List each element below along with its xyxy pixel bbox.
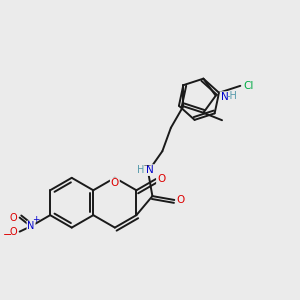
Text: Cl: Cl: [243, 81, 254, 91]
Text: -H: -H: [226, 91, 237, 101]
Text: −: −: [3, 230, 12, 240]
Text: O: O: [157, 174, 165, 184]
Text: N: N: [27, 221, 35, 231]
Text: O: O: [111, 178, 119, 188]
Text: H: H: [137, 165, 144, 175]
Text: N: N: [146, 165, 154, 175]
Text: —: —: [144, 162, 151, 168]
Text: N: N: [220, 92, 228, 102]
Text: O: O: [9, 226, 17, 237]
Text: O: O: [176, 195, 184, 205]
Text: +: +: [32, 215, 40, 224]
Text: O: O: [9, 213, 17, 223]
